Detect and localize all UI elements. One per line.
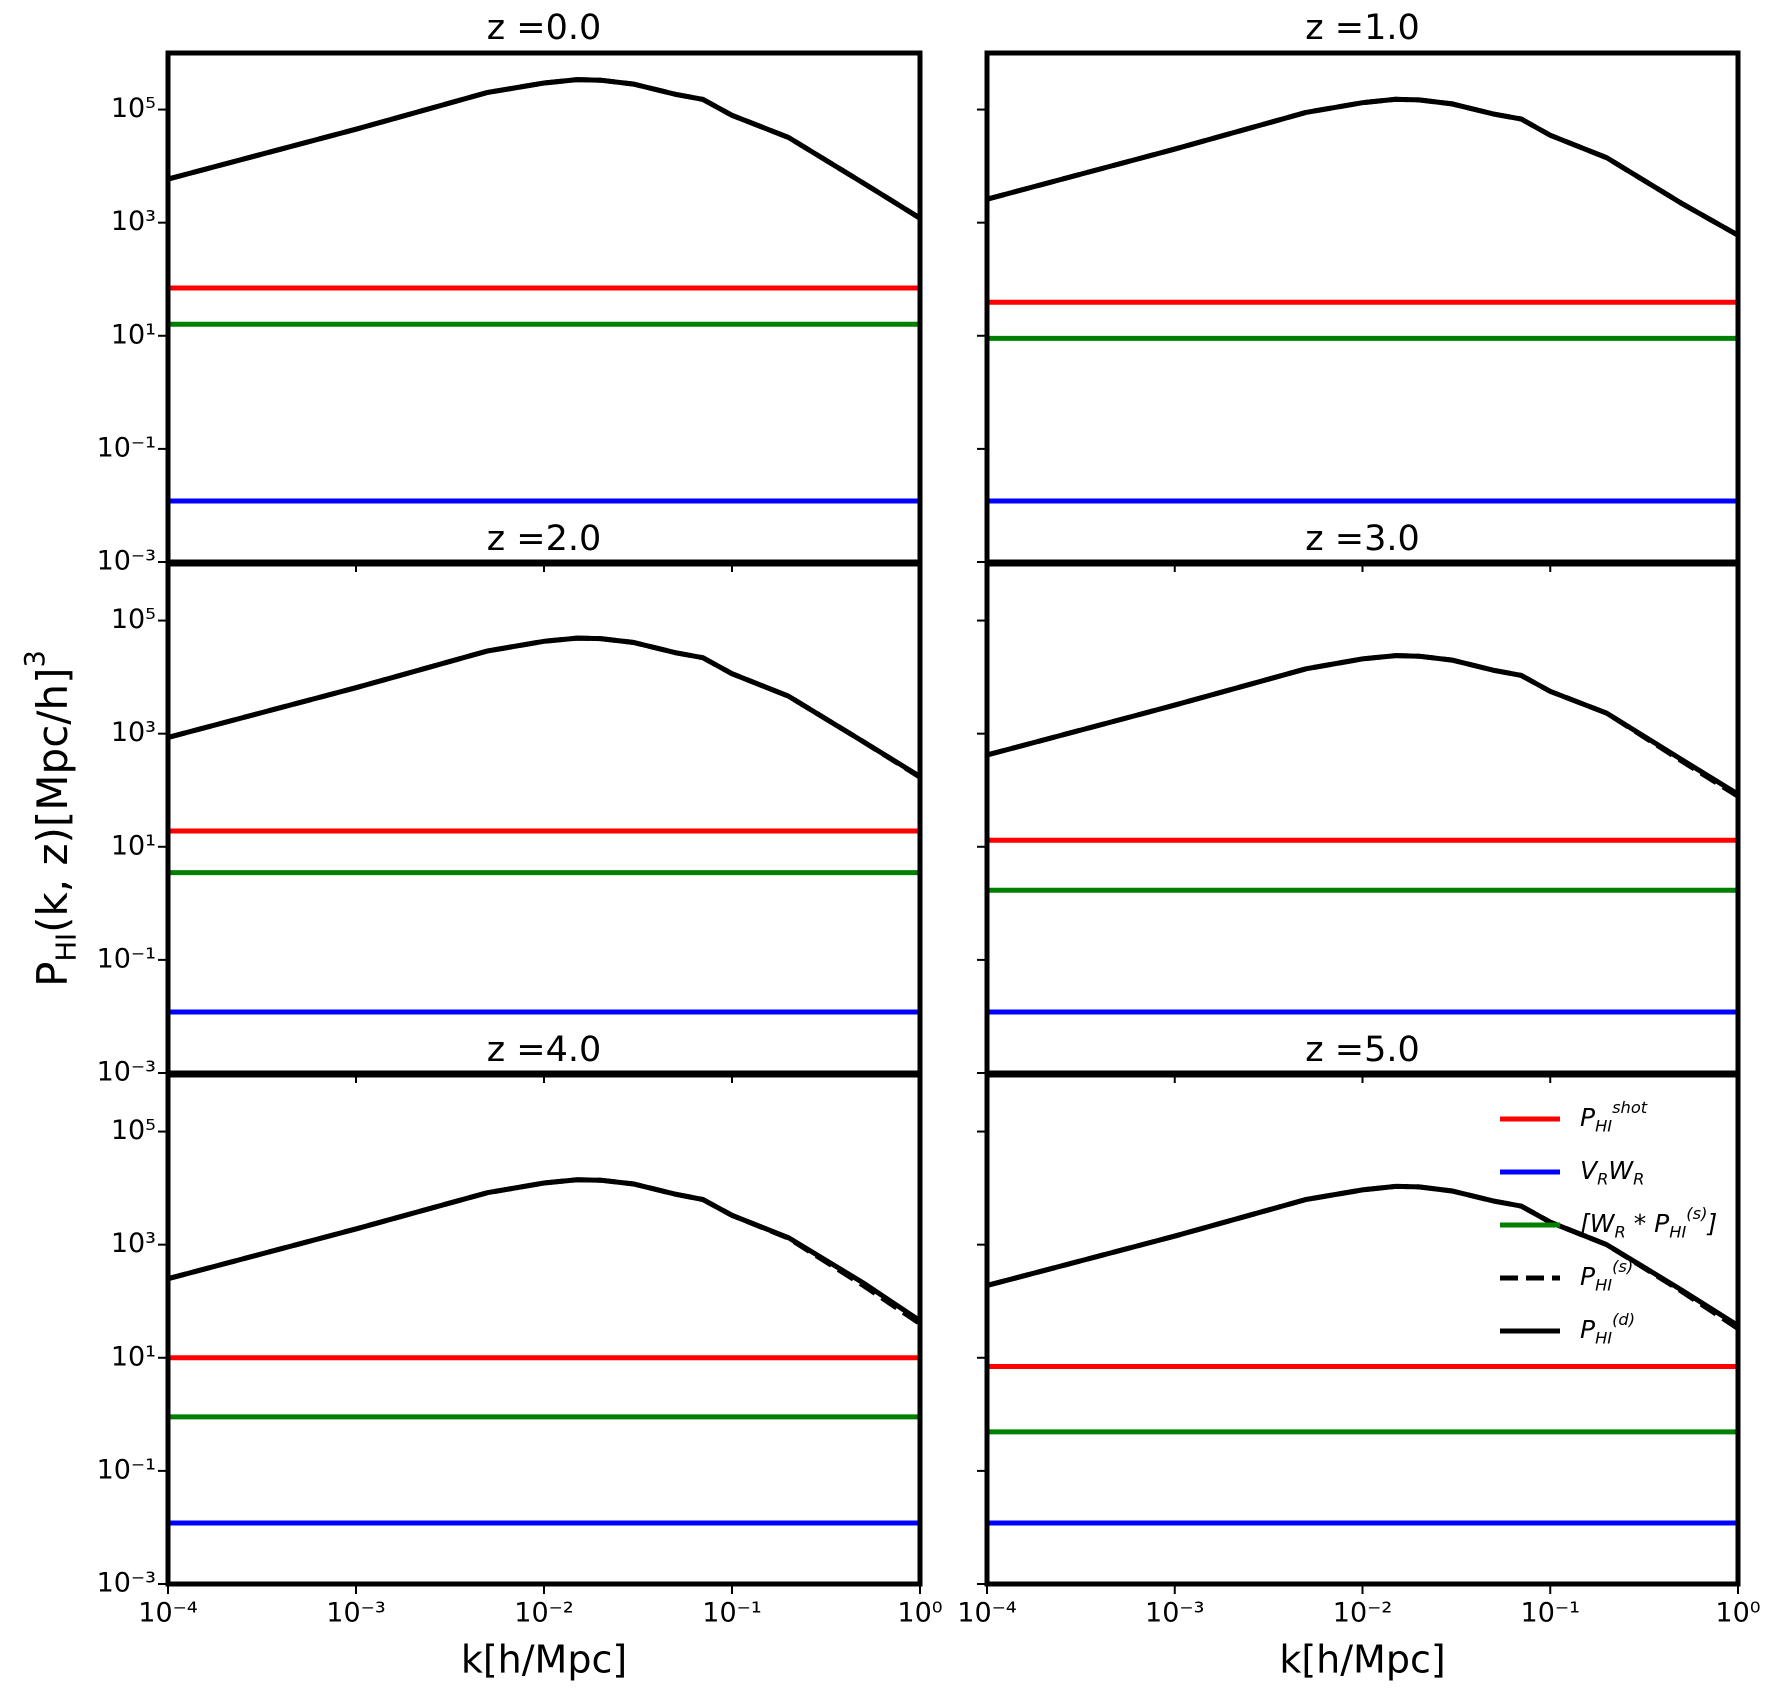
series-line <box>987 96 1738 238</box>
legend-label: VRWR <box>1580 1156 1644 1188</box>
panel-title: z =0.0 <box>487 8 602 48</box>
y-tick-label: 10⁻¹ <box>97 943 156 974</box>
axes-frame <box>984 50 1741 565</box>
y-tick-label: 10⁵ <box>111 93 156 124</box>
panel: 10⁻³ 10⁻¹ 10¹ 10³ 10⁵ z =2.0 <box>97 519 923 1088</box>
y-tick-label: 10¹ <box>111 319 156 350</box>
y-tick-label: 10¹ <box>111 830 156 861</box>
y-axis-label: PHI(k, z)[Mpc/h]3 <box>20 650 83 987</box>
x-tick-label: 10⁻⁴ <box>138 1598 197 1629</box>
y-tick-label: 10³ <box>111 717 156 748</box>
panel: z =3.0 <box>977 519 1741 1083</box>
x-tick-label: 10⁻³ <box>1145 1598 1204 1629</box>
x-tick-label: 10⁻² <box>514 1598 573 1629</box>
y-tick-label: 10⁵ <box>111 1115 156 1146</box>
legend-label: PHI(s) <box>1580 1256 1633 1294</box>
y-tick-label: 10⁻³ <box>97 1057 156 1088</box>
x-axis-label: k[h/Mpc] <box>1279 1638 1445 1682</box>
x-axis-label: k[h/Mpc] <box>461 1638 627 1682</box>
axes-frame <box>984 561 1741 1076</box>
panel-title: z =3.0 <box>1305 519 1420 559</box>
x-tick-label: 10⁰ <box>897 1598 942 1629</box>
y-tick-label: 10³ <box>111 206 156 237</box>
panel: 10⁻⁴ 10⁻³ 10⁻² 10⁻¹ 10⁰ z =5.0 k[h/Mpc] PHIshot… <box>957 1030 1760 1682</box>
y-tick-label: 10¹ <box>111 1341 156 1372</box>
series-line <box>168 1177 920 1323</box>
axes-frame <box>165 50 923 565</box>
x-tick-label: 10⁻⁴ <box>957 1598 1016 1629</box>
series-line <box>987 653 1738 797</box>
series-line <box>168 77 920 221</box>
x-tick-label: 10⁰ <box>1715 1598 1760 1629</box>
legend-label: [WR * PHI(s)] <box>1580 1203 1717 1241</box>
series-line <box>168 635 920 779</box>
x-tick-label: 10⁻¹ <box>702 1598 761 1629</box>
y-tick-label: 10³ <box>111 1228 156 1259</box>
y-tick-label: 10⁻³ <box>97 546 156 577</box>
axes-frame <box>165 1072 923 1587</box>
x-tick-label: 10⁻² <box>1333 1598 1392 1629</box>
legend-label: PHI(d) <box>1580 1309 1635 1347</box>
y-tick-label: 10⁻¹ <box>97 432 156 463</box>
y-tick-label: 10⁵ <box>111 604 156 635</box>
panel: z =1.0 <box>977 8 1741 572</box>
y-tick-label: 10⁻¹ <box>97 1454 156 1485</box>
panel-title: z =5.0 <box>1305 1030 1420 1070</box>
legend-label: PHIshot <box>1580 1097 1648 1135</box>
panel-title: z =4.0 <box>487 1030 602 1070</box>
panel-title: z =1.0 <box>1305 8 1420 48</box>
axes-frame <box>984 1072 1741 1587</box>
panel-title: z =2.0 <box>487 519 602 559</box>
series-line <box>987 1183 1738 1328</box>
y-tick-label: 10⁻³ <box>97 1568 156 1599</box>
x-tick-label: 10⁻¹ <box>1521 1598 1580 1629</box>
x-tick-label: 10⁻³ <box>326 1598 385 1629</box>
